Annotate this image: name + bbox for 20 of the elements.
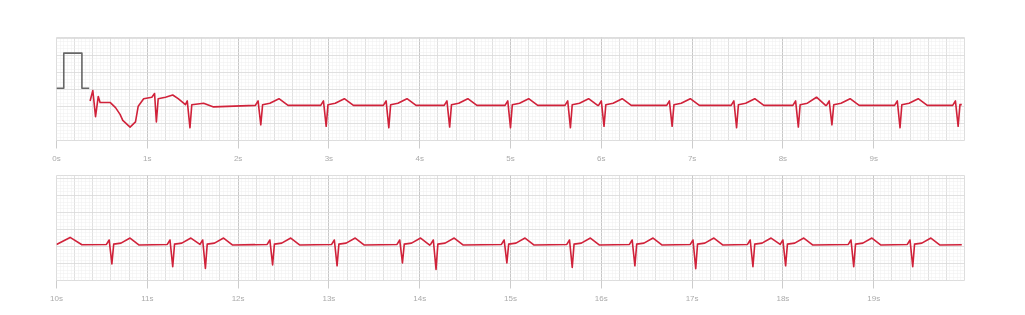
x-tick-label: 19s [867,293,881,303]
x-tick-label: 17s [685,293,699,303]
x-tick-label: 3s [324,153,334,163]
x-tick-label: 6s [597,153,606,163]
x-tick-label: 12s [231,293,245,303]
x-tick-label: 1s [143,153,152,163]
x-tick-label: 5s [506,153,515,163]
x-tick-label: 16s [594,293,608,303]
x-tick-label: 18s [776,293,790,303]
x-tick-label: 2s [233,153,243,163]
x-tick-label: 4s [415,153,424,163]
x-tick-label: 14s [413,293,427,303]
x-tick-label: 13s [322,293,336,303]
x-tick-label: 9s [869,153,878,163]
x-tick-label: 11s [141,293,154,303]
x-tick-label: 15s [504,293,517,303]
x-tick-label: 0s [52,153,61,163]
x-tick-label: 10s [50,293,63,303]
x-tick-label: 8s [778,153,788,163]
x-tick-label: 7s [687,153,697,163]
